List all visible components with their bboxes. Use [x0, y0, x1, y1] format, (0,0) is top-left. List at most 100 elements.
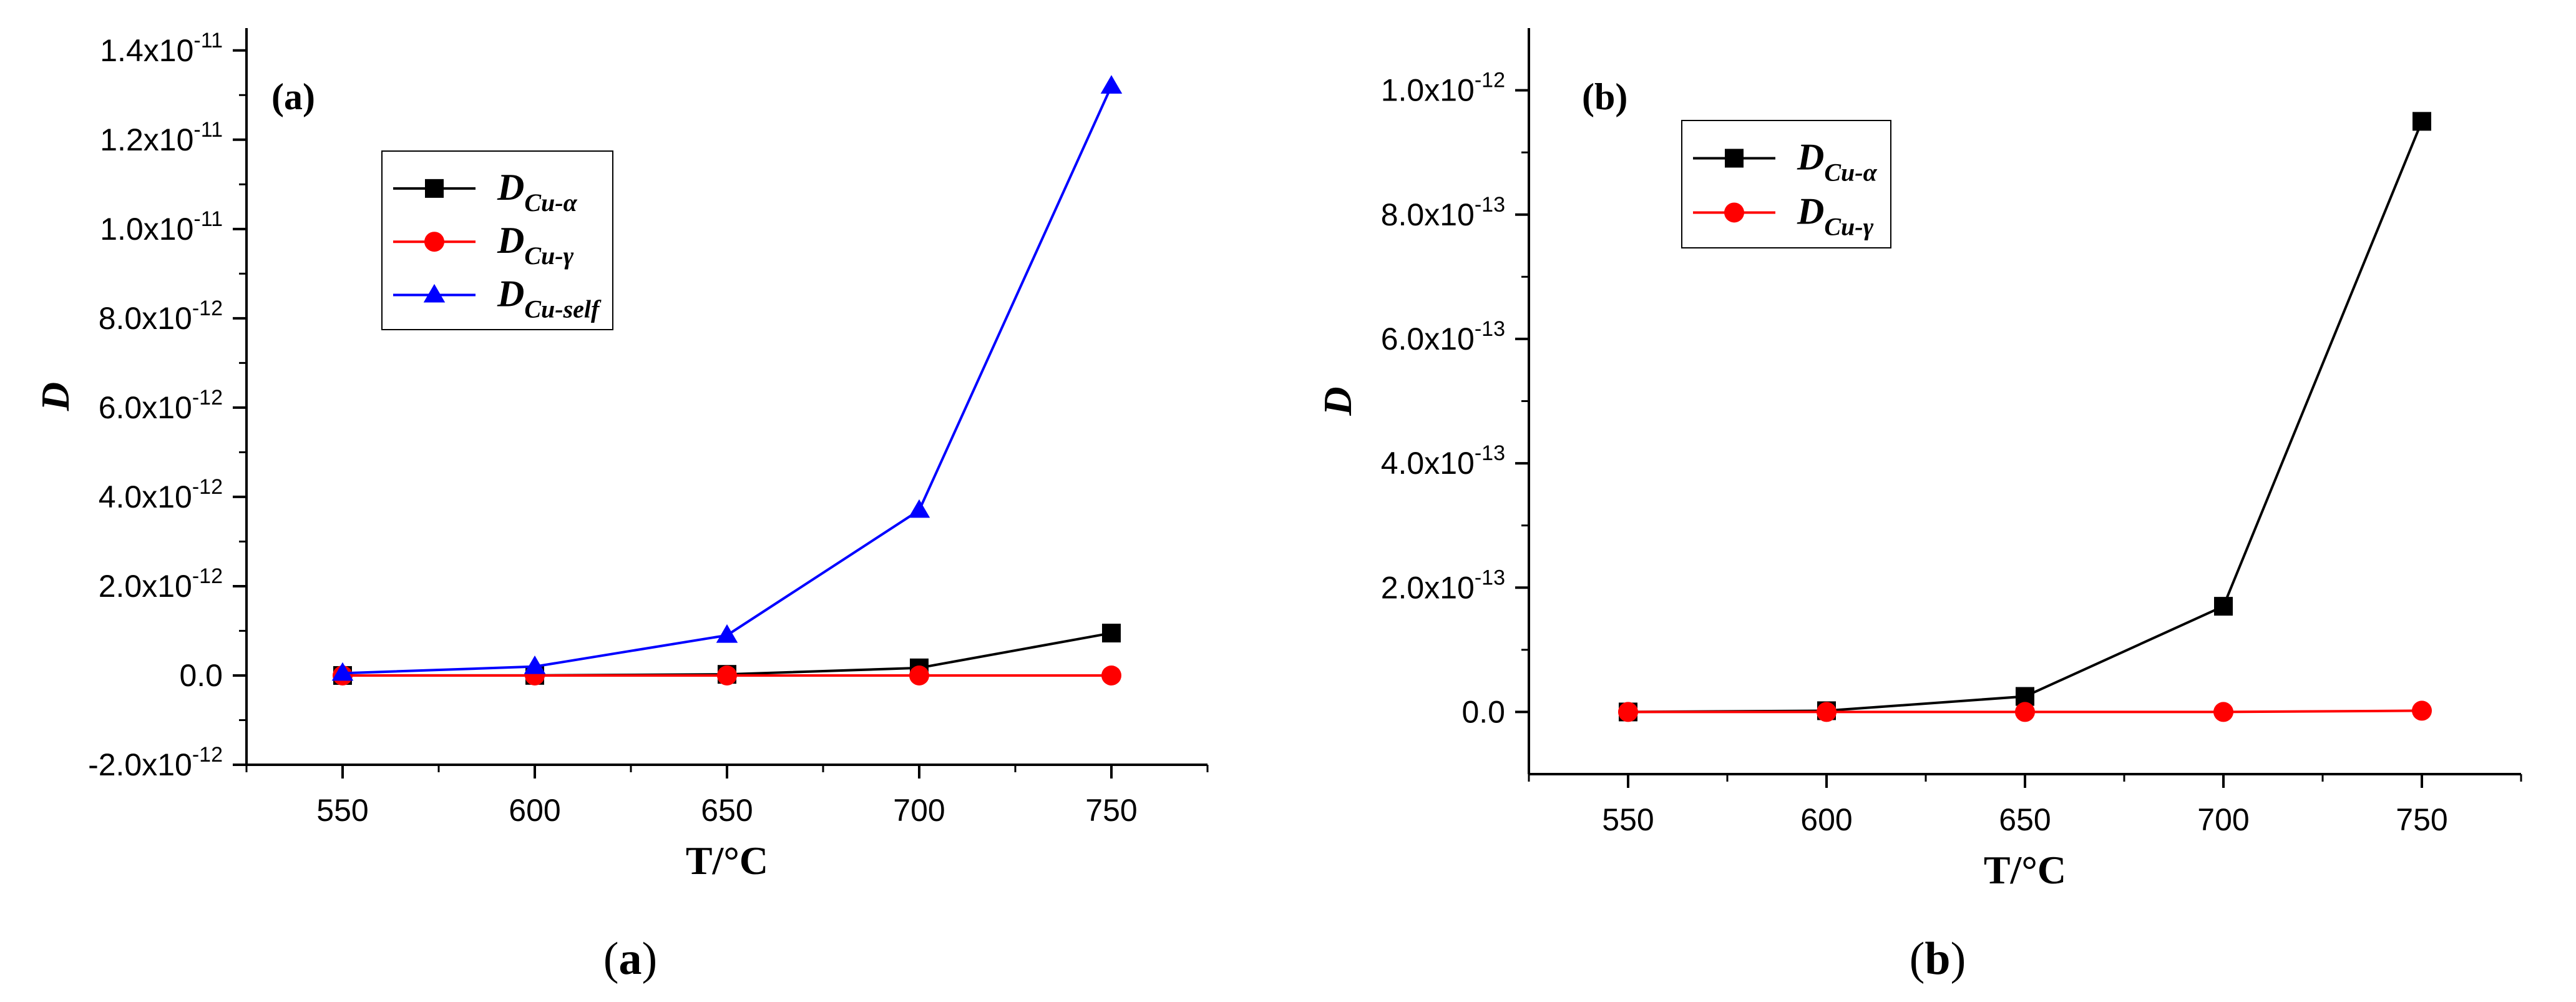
legend-subscript: Cu-α: [524, 189, 577, 217]
legend-subscript: Cu-γ: [524, 242, 573, 270]
y-tick-exponent: -13: [1475, 193, 1505, 217]
x-axis-title: T/°C: [1984, 848, 2066, 892]
x-tick-label: 750: [2396, 802, 2447, 837]
caption-letter: b: [1925, 933, 1950, 985]
y-tick-exponent: -11: [193, 118, 223, 142]
y-tick-label: 1.0x10-12: [1381, 69, 1505, 108]
legend-marker-circle: [1724, 202, 1744, 223]
y-tick-label: 4.0x10-13: [1381, 441, 1505, 481]
series-1: [1618, 700, 2432, 722]
data-point-triangle: [1100, 75, 1123, 94]
chart-panel-a: 550 600 650 700 750-2.0x10-120.02.0x10-124.0…: [33, 28, 1209, 883]
y-tick-label: 2.0x10-13: [1381, 566, 1505, 605]
panel-caption: (a): [603, 933, 657, 985]
y-tick-mantissa: -2.0x10: [88, 747, 192, 782]
x-axis-title: T/°C: [686, 838, 768, 883]
y-tick-exponent: -13: [1475, 441, 1505, 465]
legend-marker-circle: [424, 232, 444, 252]
data-point-triangle: [331, 662, 354, 681]
panel-tag: (b): [1582, 76, 1627, 117]
legend-marker-square: [1725, 149, 1744, 168]
chart-panel-b: 550 600 650 700 7500.02.0x10-134.0x10-136.0x…: [1315, 28, 2522, 892]
y-tick-exponent: -12: [192, 564, 223, 588]
y-tick-mantissa: 8.0x10: [1381, 197, 1475, 232]
y-axis-title: D: [1315, 386, 1360, 416]
caption-letter: a: [619, 933, 642, 985]
data-point-circle: [2015, 702, 2035, 722]
x-tick-label: 600: [1800, 802, 1852, 837]
y-tick-mantissa: 1.0x10: [100, 212, 193, 247]
legend-subscript: Cu-self: [524, 295, 602, 323]
legend-label: DCu-γ: [1797, 190, 1874, 240]
data-point-circle: [717, 665, 737, 685]
x-tick-label: 550: [1602, 802, 1654, 837]
y-tick-label: 1.0x10-11: [100, 207, 223, 247]
y-tick-exponent: -11: [193, 29, 223, 52]
x-tick-label: 650: [1999, 802, 2051, 837]
y-tick-label: 4.0x10-12: [99, 475, 223, 514]
y-tick-mantissa: 6.0x10: [99, 390, 192, 425]
data-point-square: [2413, 112, 2431, 131]
y-tick-label: 8.0x10-12: [99, 297, 223, 336]
legend-subscript: Cu-γ: [1824, 212, 1873, 240]
x-tick-label: 550: [316, 793, 368, 828]
legend-label: DCu-α: [1797, 136, 1878, 186]
y-tick-label: 6.0x10-12: [99, 386, 223, 425]
x-tick-label: 600: [509, 793, 560, 828]
y-tick-exponent: -13: [1475, 566, 1505, 589]
legend-main: D: [497, 273, 524, 315]
y-tick-exponent: -13: [1475, 317, 1505, 341]
legend-marker-square: [425, 179, 444, 198]
y-tick-mantissa: 2.0x10: [99, 569, 192, 604]
data-point-circle: [909, 665, 929, 685]
x-tick-label: 700: [893, 793, 945, 828]
y-tick-mantissa: 2.0x10: [1381, 570, 1475, 605]
y-tick-mantissa: 4.0x10: [99, 479, 192, 514]
y-tick-mantissa: 1.4x10: [100, 33, 193, 68]
y-tick-label: 1.4x10-11: [100, 29, 223, 68]
legend-box: [1681, 120, 1891, 248]
legend-box: [381, 150, 613, 330]
y-tick-label: 0.0: [179, 658, 223, 693]
y-tick-mantissa: 1.0x10: [1381, 73, 1475, 108]
data-point-circle: [1618, 702, 1638, 722]
y-tick-mantissa: 6.0x10: [1381, 322, 1475, 356]
caption-close: ): [1951, 933, 1966, 985]
y-tick-exponent: -12: [192, 297, 223, 320]
data-point-circle: [2412, 700, 2432, 721]
legend-label: DCu-self: [497, 273, 602, 323]
data-point-triangle: [524, 655, 546, 674]
data-point-triangle: [716, 624, 738, 643]
legend-main: D: [1797, 190, 1824, 232]
data-point-triangle: [908, 499, 930, 518]
y-tick-label: 2.0x10-12: [99, 564, 223, 604]
legend-main: D: [497, 220, 524, 261]
data-point-square: [2214, 597, 2233, 616]
data-point-circle: [1101, 665, 1121, 685]
legend-subscript: Cu-α: [1824, 158, 1877, 186]
y-tick-label: 0.0: [1461, 694, 1505, 729]
panel-tag: (a): [271, 76, 315, 117]
x-tick-label: 650: [701, 793, 753, 828]
legend-label: DCu-γ: [497, 220, 574, 270]
data-point-circle: [1817, 702, 1837, 722]
x-tick-label: 700: [2197, 802, 2249, 837]
y-tick-exponent: -11: [193, 207, 223, 231]
y-tick-mantissa: 1.2x10: [100, 122, 193, 157]
y-tick-exponent: -12: [192, 475, 223, 499]
y-axis-title: D: [33, 382, 77, 411]
y-tick-exponent: -12: [1475, 69, 1505, 92]
caption-close: ): [642, 933, 658, 985]
y-tick-exponent: -12: [192, 386, 223, 410]
y-tick-label: 6.0x10-13: [1381, 317, 1505, 356]
caption-open: (: [603, 933, 619, 985]
legend-label: DCu-α: [497, 167, 578, 217]
legend-main: D: [497, 167, 524, 208]
x-tick-label: 750: [1085, 793, 1137, 828]
panel-caption: (b): [1910, 933, 1966, 985]
legend-marker-triangle: [423, 283, 446, 303]
y-tick-mantissa: 8.0x10: [99, 301, 192, 336]
